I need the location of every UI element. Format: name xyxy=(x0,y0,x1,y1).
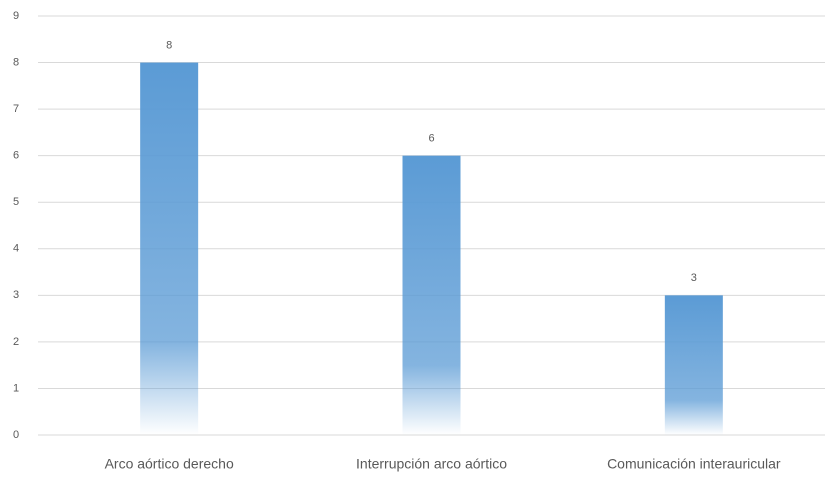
data-label: 8 xyxy=(166,39,172,51)
y-tick-label: 0 xyxy=(13,429,19,441)
y-tick-label: 8 xyxy=(13,56,19,68)
y-tick-label: 5 xyxy=(13,196,19,208)
data-label: 3 xyxy=(691,272,697,284)
y-tick-label: 1 xyxy=(13,382,19,394)
y-tick-label: 4 xyxy=(13,243,19,255)
x-tick-label: Arco aórtico derecho xyxy=(105,456,234,472)
y-tick-label: 2 xyxy=(13,336,19,348)
x-tick-label: Interrupción arco aórtico xyxy=(356,456,507,472)
bar xyxy=(140,62,199,436)
y-tick-label: 7 xyxy=(13,103,19,115)
data-label: 6 xyxy=(428,133,434,145)
y-tick-label: 9 xyxy=(13,10,19,22)
x-tick-label: Comunicación interauricular xyxy=(607,456,781,472)
bar xyxy=(664,295,723,435)
bar xyxy=(402,155,461,435)
y-tick-label: 6 xyxy=(13,150,19,162)
y-tick-label: 3 xyxy=(13,289,19,301)
